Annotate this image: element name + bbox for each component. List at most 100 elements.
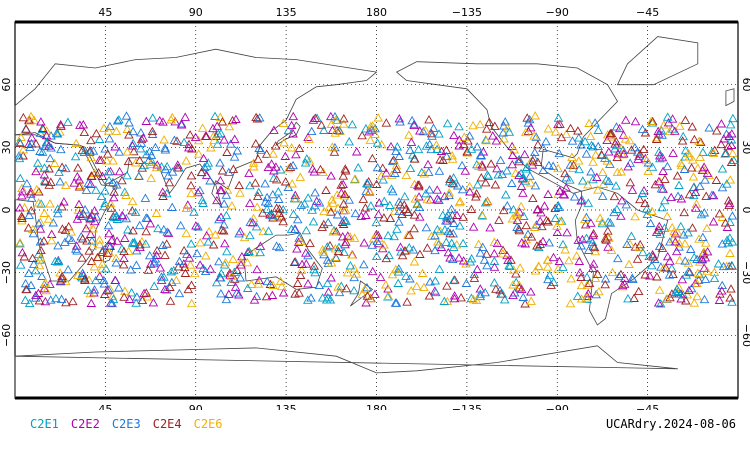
occultation-marker xyxy=(253,154,263,163)
occultation-marker xyxy=(702,223,712,233)
occultation-marker xyxy=(582,280,593,289)
occultation-marker xyxy=(693,163,703,172)
occultation-marker xyxy=(245,217,256,226)
occultation-marker xyxy=(73,205,84,214)
occultation-marker xyxy=(59,197,69,206)
occultation-marker xyxy=(680,238,690,248)
occultation-marker xyxy=(488,131,498,140)
occultation-marker xyxy=(162,227,172,236)
occultation-marker xyxy=(98,245,108,254)
occultation-marker xyxy=(612,167,623,176)
occultation-marker xyxy=(663,117,674,127)
occultation-marker xyxy=(594,286,604,296)
occultation-marker xyxy=(421,141,432,150)
occultation-marker xyxy=(299,199,310,208)
occultation-marker xyxy=(210,230,221,239)
occultation-marker xyxy=(646,116,657,126)
occultation-marker xyxy=(68,296,78,306)
occultation-marker xyxy=(197,123,208,132)
occultation-marker xyxy=(283,125,294,135)
occultation-marker xyxy=(226,271,237,281)
occultation-marker xyxy=(413,144,424,154)
occultation-marker xyxy=(138,133,148,142)
occultation-marker xyxy=(39,236,49,245)
occultation-marker xyxy=(117,210,128,220)
occultation-marker xyxy=(160,145,171,154)
occultation-marker xyxy=(558,239,568,249)
occultation-marker xyxy=(560,245,570,254)
occultation-marker xyxy=(523,126,534,135)
occultation-marker xyxy=(203,158,214,167)
occultation-marker xyxy=(57,201,67,211)
occultation-marker xyxy=(404,130,414,139)
occultation-marker xyxy=(575,267,585,277)
occultation-marker xyxy=(91,275,101,285)
occultation-marker xyxy=(104,175,114,185)
occultation-marker xyxy=(613,148,623,158)
occultation-marker xyxy=(381,280,391,289)
occultation-marker xyxy=(385,200,395,209)
occultation-marker xyxy=(725,293,735,302)
occultation-marker xyxy=(150,142,161,152)
lat-tick-left: −60 xyxy=(0,324,13,347)
occultation-marker xyxy=(727,261,737,270)
occultation-marker xyxy=(561,172,572,182)
occultation-marker xyxy=(702,168,713,177)
occultation-marker xyxy=(306,126,317,136)
occultation-marker xyxy=(583,245,594,254)
occultation-marker xyxy=(41,126,52,135)
occultation-marker xyxy=(441,237,452,246)
occultation-marker xyxy=(71,241,82,250)
occultation-marker xyxy=(110,275,120,284)
occultation-marker xyxy=(35,255,45,264)
occultation-marker xyxy=(634,242,644,252)
occultation-marker xyxy=(117,175,127,185)
occultation-marker xyxy=(262,204,272,213)
occultation-marker xyxy=(333,282,343,291)
occultation-marker xyxy=(17,213,27,222)
occultation-marker xyxy=(376,171,387,180)
occultation-marker xyxy=(601,175,612,184)
occultation-marker xyxy=(486,159,496,168)
occultation-marker xyxy=(254,113,265,122)
occultation-marker xyxy=(568,160,579,169)
occultation-marker xyxy=(326,111,336,121)
occultation-marker xyxy=(625,158,635,167)
occultation-marker xyxy=(611,181,621,190)
occultation-marker xyxy=(53,240,63,250)
occultation-marker xyxy=(529,131,539,140)
occultation-marker xyxy=(543,124,554,133)
occultation-marker xyxy=(465,257,476,266)
occultation-marker xyxy=(397,250,408,260)
occultation-marker xyxy=(532,241,542,250)
occultation-marker xyxy=(717,212,728,221)
occultation-marker xyxy=(555,186,565,195)
occultation-marker xyxy=(74,182,85,191)
occultation-marker xyxy=(446,204,457,213)
occultation-marker xyxy=(689,298,700,307)
occultation-marker xyxy=(323,292,333,302)
occultation-marker xyxy=(218,226,229,235)
occultation-marker xyxy=(515,263,525,272)
occultation-marker xyxy=(350,174,360,183)
occultation-marker xyxy=(89,285,100,294)
occultation-marker xyxy=(288,160,298,170)
occultation-marker xyxy=(61,163,71,173)
occultation-marker xyxy=(209,135,219,144)
occultation-marker xyxy=(569,192,580,201)
occultation-marker xyxy=(518,292,528,301)
occultation-marker xyxy=(664,126,675,136)
occultation-marker xyxy=(373,209,384,219)
occultation-marker xyxy=(394,217,404,226)
occultation-marker xyxy=(704,123,714,132)
occultation-marker xyxy=(49,158,60,167)
occultation-marker xyxy=(553,113,564,122)
occultation-marker xyxy=(425,277,435,286)
occultation-marker xyxy=(199,162,210,172)
occultation-marker xyxy=(479,255,490,264)
occultation-marker xyxy=(391,160,402,170)
occultation-marker xyxy=(195,260,205,269)
occultation-marker xyxy=(449,218,459,227)
occultation-marker xyxy=(158,240,168,249)
occultation-marker xyxy=(637,124,648,133)
